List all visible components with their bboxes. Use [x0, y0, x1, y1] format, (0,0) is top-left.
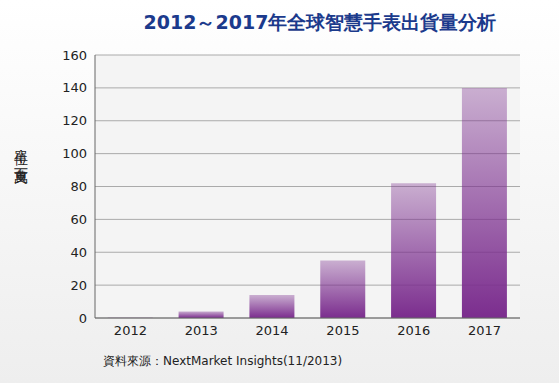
svg-text:40: 40: [70, 245, 87, 260]
svg-text:20: 20: [70, 278, 87, 293]
svg-text:0: 0: [79, 311, 87, 326]
svg-text:140: 140: [62, 80, 87, 95]
svg-text:2017: 2017: [468, 323, 501, 338]
svg-text:2014: 2014: [256, 323, 289, 338]
html-text:2012～2017年全球智慧手表出貨量分析: 2012～2017年全球智慧手表出貨量分析: [143, 11, 497, 33]
svg-text:120: 120: [62, 113, 87, 128]
svg-text:2013: 2013: [185, 323, 218, 338]
svg-text:160: 160: [62, 48, 87, 63]
svg-text:2016: 2016: [397, 323, 430, 338]
svg-text:2012: 2012: [114, 323, 147, 338]
html-text:單位：百萬支: 單位：百萬支: [13, 140, 29, 160]
svg-text:60: 60: [70, 212, 87, 227]
svg-text:2015: 2015: [326, 323, 359, 338]
svg-text:100: 100: [62, 146, 87, 161]
svg-text:80: 80: [70, 179, 87, 194]
html-text:資料來源：NextMarket Insights(11/20: 資料來源：NextMarket Insights(11/2013): [103, 354, 343, 368]
